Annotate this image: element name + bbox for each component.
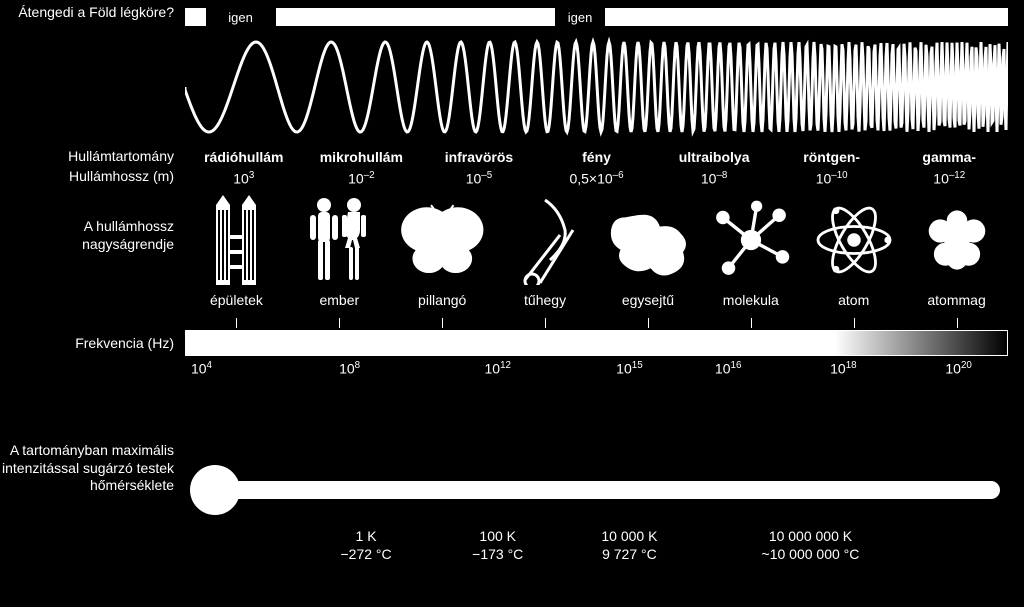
atmosphere-segment-yes: igen bbox=[206, 8, 276, 26]
scale-label: atommag bbox=[905, 292, 1008, 308]
wavelength-value: 103 bbox=[185, 170, 303, 187]
band-name: fény bbox=[538, 149, 656, 165]
frequency-labels: 104 108 1012 1015 1016 1018 1020 bbox=[185, 360, 1008, 380]
band-name: mikrohullám bbox=[303, 149, 421, 165]
bands-row: rádióhullámmikrohulláminfravörösfényultr… bbox=[185, 149, 1008, 165]
scale-label: pillangó bbox=[391, 292, 494, 308]
wavelength-value: 10–12 bbox=[890, 170, 1008, 187]
atmosphere-segment-no bbox=[605, 8, 1008, 26]
label-frequency: Frekvencia (Hz) bbox=[0, 335, 174, 353]
frequency-value: 1012 bbox=[484, 360, 510, 377]
band-name: ultraibolya bbox=[655, 149, 773, 165]
label-atmosphere: Átengedi a Föld légköre? bbox=[0, 4, 174, 22]
human-icon bbox=[288, 190, 391, 290]
band-name: röntgen- bbox=[773, 149, 891, 165]
atom-icon bbox=[802, 190, 905, 290]
frequency-value: 1020 bbox=[945, 360, 971, 377]
cell-icon bbox=[597, 190, 700, 290]
nucleus-icon bbox=[905, 190, 1008, 290]
buildings-icon bbox=[185, 190, 288, 290]
wavelength-value: 10–8 bbox=[655, 170, 773, 187]
band-name: gamma- bbox=[890, 149, 1008, 165]
temperature-bar bbox=[190, 465, 1010, 515]
atmosphere-segment-no bbox=[185, 8, 206, 26]
label-scale: A hullámhossz nagyságrendje bbox=[0, 218, 174, 253]
wavelengths-row: 10310–210–50,5×10–610–810–1010–12 bbox=[185, 170, 1008, 187]
label-band: Hullámtartomány bbox=[0, 148, 174, 166]
scale-label: molekula bbox=[699, 292, 802, 308]
temperature-labels: 1 K−272 °C 100 K−173 °C 10 000 K9 727 °C 10… bbox=[185, 527, 1008, 567]
band-name: rádióhullám bbox=[185, 149, 303, 165]
butterfly-icon bbox=[391, 190, 494, 290]
frequency-value: 1018 bbox=[830, 360, 856, 377]
wavelength-value: 10–5 bbox=[420, 170, 538, 187]
temperature-value: 10 000 000 K~10 000 000 °C bbox=[762, 527, 860, 563]
molecule-icon bbox=[699, 190, 802, 290]
scale-label: épületek bbox=[185, 292, 288, 308]
scale-label: tűhegy bbox=[494, 292, 597, 308]
frequency-value: 1016 bbox=[715, 360, 741, 377]
wavelength-value: 10–2 bbox=[303, 170, 421, 187]
label-wavelength: Hullámhossz (m) bbox=[0, 168, 174, 186]
scale-label: atom bbox=[802, 292, 905, 308]
temperature-value: 100 K−173 °C bbox=[472, 527, 523, 563]
temperature-value: 1 K−272 °C bbox=[340, 527, 391, 563]
frequency-value: 1015 bbox=[616, 360, 642, 377]
icon-labels-row: épületekemberpillangótűhegyegysejtűmolek… bbox=[185, 292, 1008, 308]
atmosphere-segment-yes: igen bbox=[555, 8, 604, 26]
wavelength-value: 10–10 bbox=[773, 170, 891, 187]
wavelength-value: 0,5×10–6 bbox=[538, 170, 656, 187]
frequency-bar bbox=[185, 330, 1008, 356]
icons-row bbox=[185, 190, 1008, 290]
scale-label: egysejtű bbox=[597, 292, 700, 308]
frequency-value: 108 bbox=[339, 360, 360, 377]
atmosphere-segment-no bbox=[276, 8, 556, 26]
frequency-value: 104 bbox=[191, 360, 212, 377]
wave-diagram bbox=[185, 32, 1008, 142]
label-temperature: A tartományban maximális intenzitással s… bbox=[0, 442, 174, 495]
atmosphere-bar: igen igen bbox=[185, 8, 1008, 26]
scale-label: ember bbox=[288, 292, 391, 308]
band-name: infravörös bbox=[420, 149, 538, 165]
needle-icon bbox=[494, 190, 597, 290]
temperature-value: 10 000 K9 727 °C bbox=[601, 527, 657, 563]
